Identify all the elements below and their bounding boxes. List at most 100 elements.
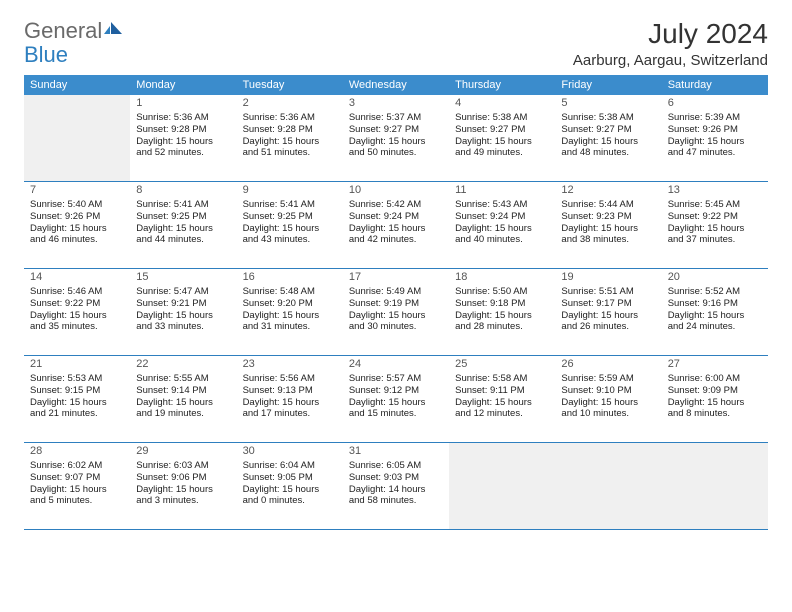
daylight-text-2: and 21 minutes. — [30, 408, 124, 420]
daylight-text-1: Daylight: 15 hours — [243, 136, 337, 148]
day-number: 28 — [30, 445, 124, 459]
calendar-cell: 14Sunrise: 5:46 AMSunset: 9:22 PMDayligh… — [24, 269, 130, 355]
day-number: 9 — [243, 184, 337, 198]
sunset-text: Sunset: 9:28 PM — [243, 124, 337, 136]
sunrise-text: Sunrise: 6:00 AM — [668, 373, 762, 385]
calendar-cell: 1Sunrise: 5:36 AMSunset: 9:28 PMDaylight… — [130, 95, 236, 181]
daylight-text-2: and 5 minutes. — [30, 495, 124, 507]
day-header-friday: Friday — [555, 75, 661, 95]
sunset-text: Sunset: 9:21 PM — [136, 298, 230, 310]
calendar-cell-empty — [24, 95, 130, 181]
daylight-text-2: and 48 minutes. — [561, 147, 655, 159]
sunset-text: Sunset: 9:26 PM — [668, 124, 762, 136]
daylight-text-2: and 35 minutes. — [30, 321, 124, 333]
calendar-cell: 16Sunrise: 5:48 AMSunset: 9:20 PMDayligh… — [237, 269, 343, 355]
calendar-cell-empty — [555, 443, 661, 529]
day-header-thursday: Thursday — [449, 75, 555, 95]
calendar-cell: 15Sunrise: 5:47 AMSunset: 9:21 PMDayligh… — [130, 269, 236, 355]
calendar-cell: 18Sunrise: 5:50 AMSunset: 9:18 PMDayligh… — [449, 269, 555, 355]
sunrise-text: Sunrise: 5:50 AM — [455, 286, 549, 298]
daylight-text-1: Daylight: 15 hours — [136, 136, 230, 148]
daylight-text-1: Daylight: 15 hours — [561, 310, 655, 322]
day-number: 7 — [30, 184, 124, 198]
calendar-cell: 11Sunrise: 5:43 AMSunset: 9:24 PMDayligh… — [449, 182, 555, 268]
calendar-cell: 17Sunrise: 5:49 AMSunset: 9:19 PMDayligh… — [343, 269, 449, 355]
daylight-text-1: Daylight: 15 hours — [136, 484, 230, 496]
sunset-text: Sunset: 9:05 PM — [243, 472, 337, 484]
sunset-text: Sunset: 9:27 PM — [455, 124, 549, 136]
day-number: 21 — [30, 358, 124, 372]
daylight-text-1: Daylight: 15 hours — [349, 310, 443, 322]
daylight-text-1: Daylight: 15 hours — [136, 397, 230, 409]
day-number: 4 — [455, 97, 549, 111]
sunrise-text: Sunrise: 5:56 AM — [243, 373, 337, 385]
sunrise-text: Sunrise: 5:42 AM — [349, 199, 443, 211]
daylight-text-2: and 38 minutes. — [561, 234, 655, 246]
logo-text-blue: Blue — [24, 42, 68, 68]
sunrise-text: Sunrise: 5:55 AM — [136, 373, 230, 385]
calendar-cell: 22Sunrise: 5:55 AMSunset: 9:14 PMDayligh… — [130, 356, 236, 442]
day-number: 16 — [243, 271, 337, 285]
calendar: SundayMondayTuesdayWednesdayThursdayFrid… — [24, 75, 768, 530]
day-number: 15 — [136, 271, 230, 285]
sunset-text: Sunset: 9:14 PM — [136, 385, 230, 397]
daylight-text-2: and 40 minutes. — [455, 234, 549, 246]
day-number: 25 — [455, 358, 549, 372]
sunset-text: Sunset: 9:12 PM — [349, 385, 443, 397]
sunrise-text: Sunrise: 5:37 AM — [349, 112, 443, 124]
day-number: 27 — [668, 358, 762, 372]
sunrise-text: Sunrise: 5:43 AM — [455, 199, 549, 211]
day-number: 18 — [455, 271, 549, 285]
calendar-cell: 28Sunrise: 6:02 AMSunset: 9:07 PMDayligh… — [24, 443, 130, 529]
daylight-text-1: Daylight: 15 hours — [561, 223, 655, 235]
day-number: 11 — [455, 184, 549, 198]
sunset-text: Sunset: 9:25 PM — [243, 211, 337, 223]
day-number: 10 — [349, 184, 443, 198]
sunrise-text: Sunrise: 5:49 AM — [349, 286, 443, 298]
sunrise-text: Sunrise: 5:39 AM — [668, 112, 762, 124]
daylight-text-2: and 46 minutes. — [30, 234, 124, 246]
daylight-text-1: Daylight: 15 hours — [455, 223, 549, 235]
calendar-cell-empty — [449, 443, 555, 529]
daylight-text-2: and 24 minutes. — [668, 321, 762, 333]
sunrise-text: Sunrise: 6:03 AM — [136, 460, 230, 472]
daylight-text-1: Daylight: 15 hours — [136, 223, 230, 235]
day-number: 6 — [668, 97, 762, 111]
daylight-text-1: Daylight: 15 hours — [349, 136, 443, 148]
logo-triangle-icon — [104, 14, 124, 40]
sunrise-text: Sunrise: 5:51 AM — [561, 286, 655, 298]
daylight-text-1: Daylight: 15 hours — [30, 223, 124, 235]
daylight-text-2: and 47 minutes. — [668, 147, 762, 159]
calendar-cell: 2Sunrise: 5:36 AMSunset: 9:28 PMDaylight… — [237, 95, 343, 181]
sunrise-text: Sunrise: 5:36 AM — [243, 112, 337, 124]
daylight-text-1: Daylight: 15 hours — [30, 310, 124, 322]
day-number: 17 — [349, 271, 443, 285]
header: General July 2024 Aarburg, Aargau, Switz… — [24, 18, 768, 69]
day-number: 20 — [668, 271, 762, 285]
sunrise-text: Sunrise: 5:48 AM — [243, 286, 337, 298]
sunrise-text: Sunrise: 6:04 AM — [243, 460, 337, 472]
sunrise-text: Sunrise: 5:45 AM — [668, 199, 762, 211]
day-number: 8 — [136, 184, 230, 198]
sunrise-text: Sunrise: 5:44 AM — [561, 199, 655, 211]
day-number: 13 — [668, 184, 762, 198]
sunset-text: Sunset: 9:23 PM — [561, 211, 655, 223]
daylight-text-2: and 17 minutes. — [243, 408, 337, 420]
sunset-text: Sunset: 9:09 PM — [668, 385, 762, 397]
daylight-text-1: Daylight: 15 hours — [243, 223, 337, 235]
daylight-text-2: and 51 minutes. — [243, 147, 337, 159]
daylight-text-1: Daylight: 14 hours — [349, 484, 443, 496]
sunrise-text: Sunrise: 5:46 AM — [30, 286, 124, 298]
sunrise-text: Sunrise: 5:41 AM — [243, 199, 337, 211]
day-header-wednesday: Wednesday — [343, 75, 449, 95]
calendar-cell: 31Sunrise: 6:05 AMSunset: 9:03 PMDayligh… — [343, 443, 449, 529]
daylight-text-1: Daylight: 15 hours — [668, 310, 762, 322]
calendar-cell: 8Sunrise: 5:41 AMSunset: 9:25 PMDaylight… — [130, 182, 236, 268]
calendar-cell: 19Sunrise: 5:51 AMSunset: 9:17 PMDayligh… — [555, 269, 661, 355]
day-number: 29 — [136, 445, 230, 459]
sunset-text: Sunset: 9:24 PM — [349, 211, 443, 223]
daylight-text-1: Daylight: 15 hours — [668, 136, 762, 148]
sunrise-text: Sunrise: 5:52 AM — [668, 286, 762, 298]
calendar-cell: 21Sunrise: 5:53 AMSunset: 9:15 PMDayligh… — [24, 356, 130, 442]
day-number: 14 — [30, 271, 124, 285]
